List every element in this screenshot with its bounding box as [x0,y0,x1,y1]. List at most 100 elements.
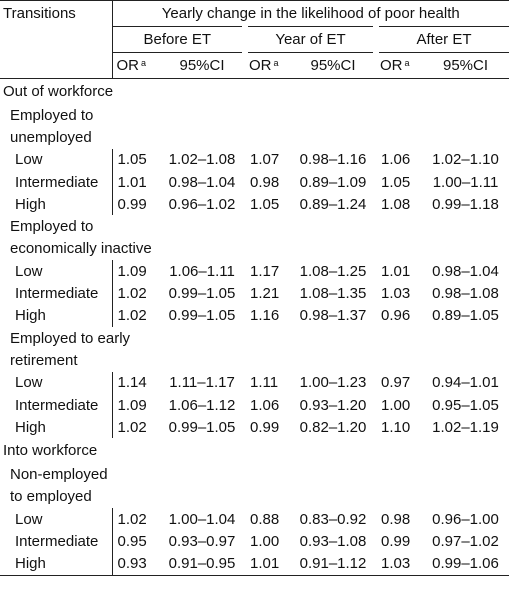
group-label: Non-employed [10,466,108,484]
level-label: Intermediate [15,173,99,191]
table-row: Low 1.14 1.11–1.17 1.11 1.00–1.23 0.97 0.94–1.… [0,371,509,394]
ci-value: 1.02–1.10 [432,151,499,169]
table-row: High 0.93 0.91–0.95 1.01 0.91–1.12 1.03 0.99–1… [0,552,509,576]
or-value: 1.02 [111,508,159,531]
level-label: High [15,307,46,325]
group-label: Employed to [10,106,94,124]
ci-value: 0.99–1.05 [168,307,236,325]
ci-value: 1.06–1.12 [168,396,236,414]
or-value: 0.95 [111,530,159,553]
or-value: 0.97 [381,374,411,392]
or-value: 0.96 [381,307,411,325]
ci-value: 0.91–0.95 [168,555,236,573]
ci-value: 0.98–1.37 [299,307,367,325]
or-value: 1.00 [381,396,411,414]
ci-value: 1.06–1.11 [169,262,235,280]
ci-header: 95%CI [179,57,225,74]
or-value: 1.21 [250,285,280,303]
group-label: to employed [10,488,92,506]
or-value: 1.05 [381,173,411,191]
or-value: 0.88 [250,510,280,528]
or-value: 0.93 [111,552,159,576]
group-label: unemployed [10,128,92,146]
level-label: Low [15,262,43,280]
group-label: economically inactive [10,240,152,258]
group-label-row: Non-employed [0,463,509,485]
or-value: 0.98 [250,173,280,191]
or-value: 1.10 [381,418,411,436]
group-label: Employed to [10,218,94,236]
or-header: OR a [380,57,410,74]
ci-value: 0.89–1.24 [299,195,367,213]
ci-value: 1.02–1.08 [168,151,236,169]
ci-value: 0.98–1.04 [432,262,499,280]
ci-value: 0.99–1.05 [168,418,236,436]
transitions-header: Transitions [3,5,76,22]
or-value: 1.01 [381,262,411,280]
ci-value: 0.89–1.05 [432,307,499,325]
ci-value: 0.96–1.00 [432,510,499,528]
table-row: High 0.99 0.96–1.02 1.05 0.89–1.24 1.08 0.99–1… [0,193,509,216]
or-header: OR a [111,52,159,79]
level-label: Intermediate [15,285,99,303]
level-label: Low [15,374,43,392]
level-label: High [15,555,46,573]
period-before-et: Before ET [111,26,245,53]
level-label: Intermediate [15,532,99,550]
level-label: High [15,195,46,213]
ci-value: 0.96–1.02 [168,195,236,213]
ci-value: 0.98–1.08 [432,285,499,303]
ci-value: 0.98–1.16 [299,151,367,169]
or-value: 1.05 [111,148,159,171]
table-row: High 1.02 0.99–1.05 0.99 0.82–1.20 1.10 1.02–1… [0,416,509,439]
span-title: Yearly change in the likelihood of poor … [111,0,509,27]
ci-value: 0.83–0.92 [299,510,367,528]
or-value: 1.06 [250,396,280,414]
ci-value: 0.97–1.02 [432,532,499,550]
ci-value: 0.93–0.97 [168,532,236,550]
or-value: 1.06 [381,151,411,169]
level-label: Low [15,151,43,169]
table-row: Low 1.02 1.00–1.04 0.88 0.83–0.92 0.98 0.96–1.… [0,508,509,531]
or-value: 0.98 [381,510,411,528]
or-value: 1.02 [111,304,159,327]
section-row: Out of workforce [0,79,509,105]
section-row: Into workforce [0,438,509,463]
ci-value: 0.99–1.05 [168,285,236,303]
table-row: Intermediate 0.95 0.93–0.97 1.00 0.93–1.08 0.… [0,530,509,553]
group-label-row: unemployed [0,126,509,148]
ci-value: 0.93–1.20 [299,396,367,414]
ci-value: 0.82–1.20 [299,418,367,436]
ci-value: 0.94–1.01 [432,374,499,392]
ci-value: 1.02–1.19 [432,418,499,436]
or-value: 1.11 [250,374,279,392]
ci-value: 0.91–1.12 [299,555,367,573]
ci-value: 1.00–1.23 [299,374,367,392]
ci-value: 1.00–1.04 [168,510,236,528]
table-row: Intermediate 1.09 1.06–1.12 1.06 0.93–1.20 1.… [0,393,509,417]
section-title: Out of workforce [3,83,114,100]
table-body: Out of workforce Employed to unemployed Low… [0,79,509,576]
ci-value: 0.99–1.06 [432,555,499,573]
ci-header: 95%CI [442,57,489,74]
ci-value: 1.11–1.17 [169,374,235,392]
or-value: 0.99 [111,193,159,216]
group-label-row: Employed to early [0,327,509,349]
or-value: 1.00 [250,532,280,550]
results-table: Transitions Yearly change in the likelih… [0,0,509,576]
or-value: 1.01 [111,170,159,194]
or-value: 1.03 [381,285,411,303]
or-value: 1.17 [250,262,280,280]
ci-value: 0.98–1.04 [168,173,236,191]
ci-value: 0.99–1.18 [432,195,499,213]
table-row: Intermediate 1.01 0.98–1.04 0.98 0.89–1.09 1.… [0,170,509,194]
group-label-row: to employed [0,486,509,508]
table-row: Low 1.05 1.02–1.08 1.07 0.98–1.16 1.06 1.02–1.… [0,148,509,171]
group-label-row: Employed to [0,104,509,126]
ci-value: 1.08–1.25 [299,262,367,280]
group-label: retirement [10,351,78,369]
ci-header: 95%CI [310,57,356,74]
group-label: Employed to early [10,329,131,347]
ci-value: 1.00–1.11 [432,173,499,191]
ci-value: 1.08–1.35 [299,285,367,303]
